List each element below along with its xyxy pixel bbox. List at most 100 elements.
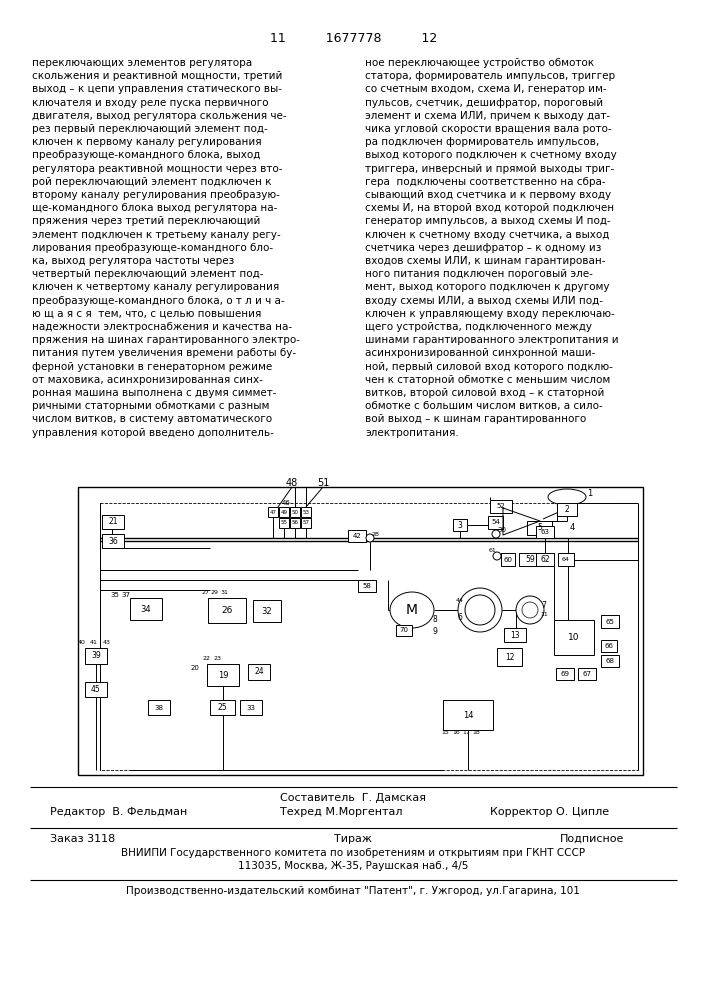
Bar <box>527 521 552 535</box>
Text: 52: 52 <box>496 504 506 510</box>
Text: двигателя, выход регулятора скольжения че-: двигателя, выход регулятора скольжения ч… <box>32 111 286 121</box>
Text: ключен к первому каналу регулирования: ключен к первому каналу регулирования <box>32 137 262 147</box>
Bar <box>85 648 107 664</box>
Text: 50: 50 <box>291 510 298 514</box>
Text: 17: 17 <box>462 730 470 734</box>
Bar <box>148 700 170 715</box>
Text: 30: 30 <box>498 527 506 533</box>
Text: 1: 1 <box>588 489 592 498</box>
Text: ключателя и входу реле пуска первичного: ключателя и входу реле пуска первичного <box>32 98 269 108</box>
Text: 3: 3 <box>457 520 462 530</box>
Text: 39: 39 <box>91 652 101 660</box>
Text: ще-командного блока выход регулятора на-: ще-командного блока выход регулятора на- <box>32 203 277 213</box>
Text: асинхронизированной синхронной маши-: асинхронизированной синхронной маши- <box>365 348 595 358</box>
Bar <box>554 620 594 655</box>
Bar <box>601 640 617 652</box>
Text: ной, первый силовой вход которого подклю-: ной, первый силовой вход которого подклю… <box>365 362 613 372</box>
Text: чен к статорной обмотке с меньшим числом: чен к статорной обмотке с меньшим числом <box>365 375 610 385</box>
Bar <box>488 516 503 529</box>
Text: 23: 23 <box>214 656 222 662</box>
Text: 34: 34 <box>141 604 151 613</box>
Text: 47: 47 <box>269 510 276 514</box>
Text: витков, второй силовой вход – к статорной: витков, второй силовой вход – к статорно… <box>365 388 604 398</box>
Text: мент, выход которого подключен к другому: мент, выход которого подключен к другому <box>365 282 609 292</box>
Text: 41: 41 <box>90 641 98 646</box>
Bar <box>102 515 124 529</box>
Text: 11          1677778          12: 11 1677778 12 <box>270 32 437 45</box>
Bar <box>268 507 278 517</box>
Bar <box>100 503 638 770</box>
Text: входу схемы ИЛИ, а выход схемы ИЛИ под-: входу схемы ИЛИ, а выход схемы ИЛИ под- <box>365 296 603 306</box>
Text: 21: 21 <box>108 518 118 526</box>
Text: 70: 70 <box>399 628 409 634</box>
Text: 5: 5 <box>537 524 542 532</box>
Text: 54: 54 <box>491 520 500 526</box>
Text: 61: 61 <box>489 548 497 552</box>
Text: Редактор  В. Фельдман: Редактор В. Фельдман <box>50 807 187 817</box>
Text: 2: 2 <box>565 505 569 514</box>
Bar <box>253 600 281 622</box>
Text: 36: 36 <box>108 536 118 546</box>
Text: преобразующе-командного блока, о т л и ч а-: преобразующе-командного блока, о т л и ч… <box>32 296 285 306</box>
Text: 20: 20 <box>191 665 199 671</box>
Bar <box>301 507 311 517</box>
Bar <box>78 487 643 775</box>
Text: 32: 32 <box>262 606 272 615</box>
Text: шинами гарантированного электропитания и: шинами гарантированного электропитания и <box>365 335 619 345</box>
Text: ВНИИПИ Государственного комитета по изобретениям и открытиям при ГКНТ СССР: ВНИИПИ Государственного комитета по изоб… <box>121 848 585 858</box>
Text: управления которой введено дополнитель-: управления которой введено дополнитель- <box>32 428 274 438</box>
Text: 44: 44 <box>456 597 464 602</box>
Text: 10: 10 <box>568 633 580 642</box>
Bar <box>443 700 493 730</box>
Text: рой переключающий элемент подключен к: рой переключающий элемент подключен к <box>32 177 271 187</box>
Bar <box>279 518 289 528</box>
Text: ключен к счетному входу счетчика, а выход: ключен к счетному входу счетчика, а выхо… <box>365 230 609 240</box>
Bar <box>490 500 512 513</box>
Text: 46: 46 <box>281 500 291 506</box>
Text: 40: 40 <box>78 641 86 646</box>
Text: 43: 43 <box>103 641 111 646</box>
Text: 9: 9 <box>433 628 438 637</box>
Text: электропитания.: электропитания. <box>365 428 459 438</box>
Bar <box>208 598 246 623</box>
Text: 4: 4 <box>569 522 575 532</box>
Text: сывающий вход счетчика и к первому входу: сывающий вход счетчика и к первому входу <box>365 190 611 200</box>
Bar <box>130 598 162 620</box>
Text: 25: 25 <box>218 703 228 712</box>
Bar <box>558 553 574 566</box>
Circle shape <box>493 552 501 560</box>
Bar <box>453 519 467 531</box>
Text: 63: 63 <box>540 529 549 535</box>
Bar <box>536 526 554 538</box>
Text: второму каналу регулирования преобразую-: второму каналу регулирования преобразую- <box>32 190 280 200</box>
Text: 6: 6 <box>457 613 462 622</box>
Bar <box>601 655 619 667</box>
Text: 28: 28 <box>371 532 379 536</box>
Text: ключен к четвертому каналу регулирования: ключен к четвертому каналу регулирования <box>32 282 279 292</box>
Text: M: M <box>406 603 418 617</box>
Bar <box>556 668 574 680</box>
Text: гера  подключены соответственно на сбра-: гера подключены соответственно на сбра- <box>365 177 606 187</box>
Text: 67: 67 <box>583 671 592 677</box>
Text: вой выход – к шинам гарантированного: вой выход – к шинам гарантированного <box>365 414 586 424</box>
Text: ричными статорными обмотками с разным: ричными статорными обмотками с разным <box>32 401 269 411</box>
Text: 51: 51 <box>317 478 329 488</box>
Text: 48: 48 <box>286 478 298 488</box>
Text: 29: 29 <box>211 589 219 594</box>
Text: 16: 16 <box>452 730 460 734</box>
Circle shape <box>492 530 500 538</box>
Text: элемент и схема ИЛИ, причем к выходу дат-: элемент и схема ИЛИ, причем к выходу дат… <box>365 111 610 121</box>
Text: 22: 22 <box>203 656 211 662</box>
Text: триггера, инверсный и прямой выходы триг-: триггера, инверсный и прямой выходы триг… <box>365 164 614 174</box>
Text: переключающих элементов регулятора: переключающих элементов регулятора <box>32 58 252 68</box>
Bar <box>396 625 412 636</box>
Text: надежности электроснабжения и качества на-: надежности электроснабжения и качества н… <box>32 322 292 332</box>
Text: 18: 18 <box>472 730 480 734</box>
Text: 53: 53 <box>303 510 310 514</box>
Text: регулятора реактивной мощности через вто-: регулятора реактивной мощности через вто… <box>32 164 283 174</box>
Text: рез первый переключающий элемент под-: рез первый переключающий элемент под- <box>32 124 268 134</box>
Text: 68: 68 <box>605 658 614 664</box>
Text: ключен к управляющему входу переключаю-: ключен к управляющему входу переключаю- <box>365 309 615 319</box>
Text: ра подключен формирователь импульсов,: ра подключен формирователь импульсов, <box>365 137 600 147</box>
Text: Тираж: Тираж <box>334 834 372 844</box>
